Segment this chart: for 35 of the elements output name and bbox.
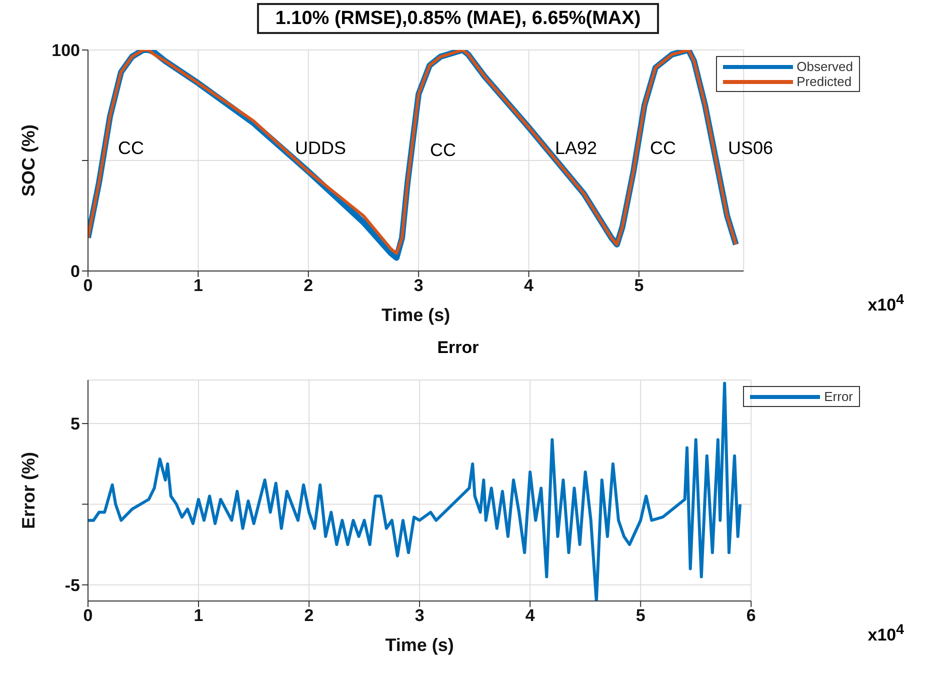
x-tick-label: 6 bbox=[746, 606, 756, 626]
y-tick-label: 0 bbox=[70, 262, 80, 282]
text: Predicted bbox=[796, 74, 852, 89]
x-tick-label: 5 bbox=[636, 606, 646, 626]
chart-title: 1.10% (RMSE),0.85% (MAE), 6.65%(MAX) bbox=[257, 3, 659, 34]
x-tick-label: 1 bbox=[193, 276, 203, 296]
y-tick-label: 5 bbox=[70, 414, 80, 434]
text: Error bbox=[824, 389, 853, 404]
x-tick-label: 4 bbox=[524, 276, 534, 296]
annotation: US06 bbox=[727, 138, 774, 159]
chart-title: Error bbox=[437, 338, 479, 357]
annotation: CC bbox=[649, 138, 677, 159]
x-tick-label: 2 bbox=[304, 606, 314, 626]
x-tick-label: 1 bbox=[194, 606, 204, 626]
annotation: CC bbox=[429, 140, 457, 161]
y-tick-label: 100 bbox=[52, 41, 80, 60]
y-axis-title: SOC (%) bbox=[18, 124, 38, 196]
x-tick-label: 5 bbox=[634, 276, 644, 296]
x-tick-label: 0 bbox=[83, 606, 93, 626]
y-axis-title: Error (%) bbox=[18, 452, 38, 530]
y-tick-label: -5 bbox=[64, 576, 80, 595]
x-axis-title: Time (s) bbox=[381, 305, 450, 325]
x-tick-label: 3 bbox=[414, 276, 424, 296]
annotation: CC bbox=[117, 138, 145, 159]
annotation: UDDS bbox=[294, 138, 348, 159]
text: Observed bbox=[796, 59, 853, 74]
x-tick-label: 4 bbox=[525, 606, 536, 626]
x-tick-label: 3 bbox=[414, 606, 424, 626]
x-axis-title: Time (s) bbox=[385, 635, 454, 655]
text: x10$^{4}$ bbox=[868, 622, 904, 646]
x-tick-label: 0 bbox=[83, 276, 93, 296]
x-tick-label: 2 bbox=[304, 276, 314, 296]
line-series bbox=[88, 382, 742, 601]
text: x10$^{4}$ bbox=[868, 292, 904, 316]
annotation: LA92 bbox=[554, 138, 598, 159]
